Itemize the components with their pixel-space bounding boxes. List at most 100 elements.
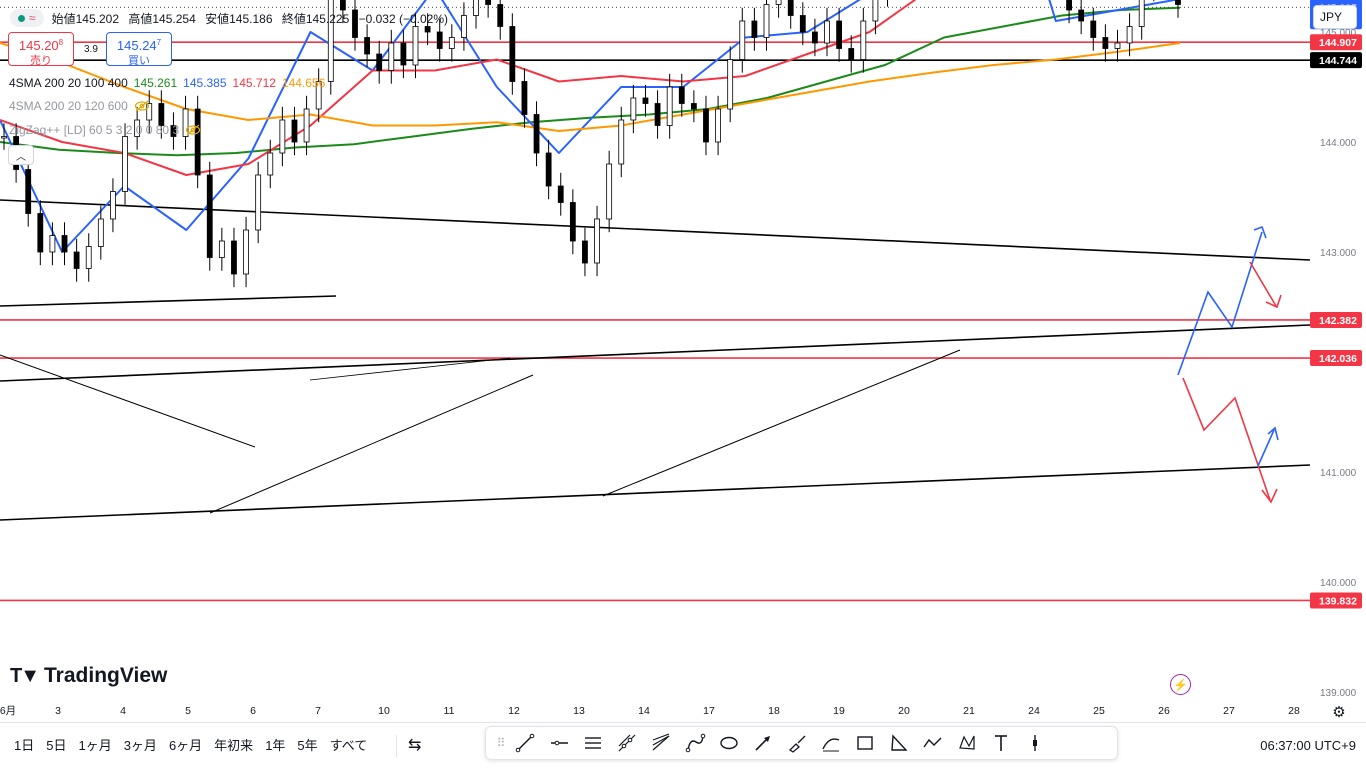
candle-body — [1114, 42, 1121, 49]
triangle-icon[interactable] — [882, 729, 916, 757]
candle-body — [618, 119, 625, 165]
xabcd-pattern-icon[interactable] — [950, 729, 984, 757]
candle-body — [1102, 37, 1109, 49]
fib-retracement-icon[interactable] — [644, 729, 678, 757]
low-value: 145.186 — [229, 11, 273, 26]
x-tick-label: 26 — [1158, 705, 1170, 717]
trend-line — [602, 349, 961, 497]
price-tag: 144.744 — [1310, 52, 1362, 69]
candles — [1, 0, 1181, 288]
indicator-name: 4SMA 200 20 100 400 — [9, 76, 128, 90]
buy-button[interactable]: 145.247 買い — [106, 32, 172, 67]
candle-body — [703, 108, 709, 143]
parallel-channel-icon[interactable] — [576, 729, 610, 757]
price-tag-label: 144.744 — [1319, 55, 1357, 67]
eye-hidden-icon[interactable] — [134, 100, 150, 112]
candle-body — [545, 152, 552, 187]
x-tick-label: 17 — [703, 705, 715, 717]
price-tag-label: 144.907 — [1319, 37, 1357, 49]
candle-body — [412, 26, 419, 66]
date-range-icon[interactable]: ⇆ — [408, 737, 422, 754]
x-tick-label: 18 — [768, 705, 780, 717]
candle-body — [279, 119, 286, 154]
timeframe-6m[interactable]: 6ヶ月 — [168, 738, 203, 753]
timeframe-ytd[interactable]: 年初来 — [214, 738, 254, 753]
ohlc-values: 始値145.202 高値145.254 安値145.186 終値145.225 … — [52, 10, 448, 27]
x-tick-label: 13 — [573, 705, 585, 717]
gear-icon[interactable]: ⚙ — [1332, 704, 1346, 721]
horizontal-ray-icon[interactable] — [542, 729, 576, 757]
candle-body — [49, 235, 56, 253]
rectangle-icon[interactable] — [848, 729, 882, 757]
buy-price-sup: 7 — [156, 38, 162, 47]
timeframe-1m[interactable]: 1ヶ月 — [78, 738, 112, 753]
price-tag-label: 139.832 — [1319, 595, 1357, 607]
indicator-sma-1[interactable]: 4SMA 200 20 100 400 145.261 145.385 145.… — [9, 75, 325, 91]
timeframe-1d[interactable]: 1日 — [14, 738, 35, 753]
x-tick-label: 20 — [898, 705, 910, 717]
wave-icon: ≈ — [29, 11, 36, 25]
x-tick-label: 21 — [963, 705, 975, 717]
drag-handle-icon[interactable]: ⠿ — [496, 736, 506, 750]
candle-body — [751, 20, 758, 38]
candle-body — [654, 103, 661, 126]
x-tick-label: 6月 — [0, 705, 16, 717]
pitchfork-icon[interactable] — [610, 729, 644, 757]
candle-body — [1175, 0, 1181, 5]
close-label: 終値 — [281, 11, 306, 26]
lightning-icon[interactable]: ⚡ — [1170, 674, 1191, 695]
candle-body — [267, 152, 274, 176]
candle-body — [509, 26, 516, 82]
trend-line-icon[interactable] — [508, 729, 542, 757]
candle-body — [158, 103, 165, 126]
eye-hidden-icon[interactable] — [185, 124, 201, 136]
timeframe-all[interactable]: すべて — [329, 738, 368, 753]
candle-body — [497, 4, 504, 27]
candle-body — [364, 37, 370, 55]
projection-red-1 — [1249, 261, 1277, 307]
timeframe-5d[interactable]: 5日 — [46, 738, 67, 753]
brush-icon[interactable] — [780, 729, 814, 757]
currency-button[interactable]: JPY — [1313, 5, 1357, 29]
candle-body — [25, 169, 32, 214]
candle-body — [557, 185, 564, 203]
text-icon[interactable] — [984, 729, 1018, 757]
timeframe-3m[interactable]: 3ヶ月 — [123, 738, 157, 753]
price-tag-bg — [1310, 311, 1362, 328]
sell-button[interactable]: 145.208 売り — [8, 32, 74, 67]
curve-icon[interactable] — [814, 729, 848, 757]
timeframe-5y[interactable]: 5年 — [297, 738, 318, 753]
candle-body — [97, 218, 104, 247]
x-tick-label: 19 — [833, 705, 845, 717]
trend-line — [209, 374, 534, 514]
candle-body — [218, 240, 225, 258]
collapse-legend-button[interactable]: ︿ — [8, 145, 34, 165]
market-status[interactable]: ≈ — [10, 9, 44, 27]
timeframe-1y[interactable]: 1年 — [265, 738, 286, 753]
price-tag: 139.832 — [1310, 592, 1362, 609]
candle-body — [836, 20, 843, 49]
candle-body — [73, 251, 80, 269]
price-tag: 142.382 — [1310, 311, 1362, 328]
indicator-sma-2[interactable]: 4SMA 200 20 120 600 — [9, 98, 150, 114]
candle-body — [315, 81, 322, 110]
y-tick-label: 139.000 — [1320, 688, 1357, 699]
timeframe-list: 1日 5日 1ヶ月 3ヶ月 6ヶ月 年初来 1年 5年 すべて — [8, 735, 373, 757]
candle-body — [799, 15, 806, 33]
ellipse-icon[interactable] — [712, 729, 746, 757]
polyline-icon[interactable] — [916, 729, 950, 757]
close-value: 145.225 — [305, 11, 350, 26]
x-tick-label: 28 — [1288, 705, 1300, 717]
price-tag: 144.907 — [1310, 34, 1362, 51]
long-position-icon[interactable] — [1018, 729, 1052, 757]
projection-blue-2-head — [1267, 426, 1279, 441]
candle-body — [436, 31, 443, 49]
path-icon[interactable] — [678, 729, 712, 757]
price-tag-bg — [1310, 592, 1362, 609]
x-tick-label: 6 — [250, 705, 256, 717]
arrow-icon[interactable] — [746, 729, 780, 757]
y-tick-label: 143.000 — [1320, 248, 1357, 259]
utc-clock[interactable]: 06:37:00 UTC+9 — [1260, 738, 1356, 753]
indicator-zigzag[interactable]: ZigZag++ [LD] 60 5 3 2 0 0 80 3 — [9, 122, 201, 138]
